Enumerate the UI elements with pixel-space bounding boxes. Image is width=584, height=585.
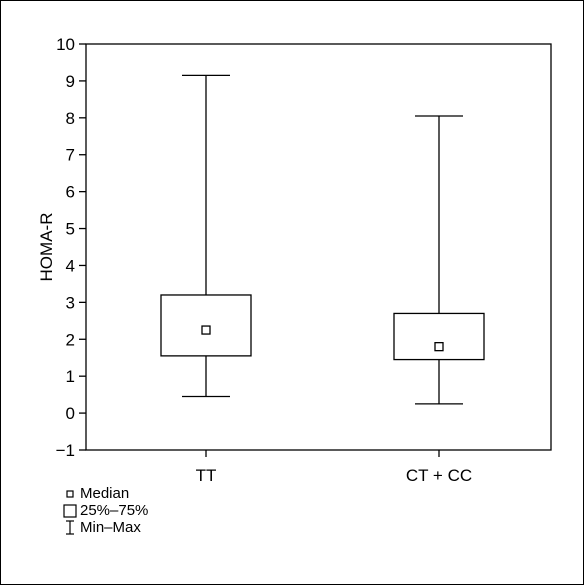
y-tick-label: 0 [66,404,75,423]
median-marker [201,325,211,335]
whisker-marker-icon [62,519,78,536]
y-tick-label: 10 [56,35,75,54]
y-tick-label: −1 [56,441,75,460]
median-marker [434,342,444,352]
legend-item-whisker: Min–Max [62,519,148,536]
y-tick-label: 9 [66,72,75,91]
legend-item-median: Median [62,485,148,502]
y-tick-label: 1 [66,367,75,386]
iqr-box [160,294,252,357]
y-tick-label: 8 [66,109,75,128]
legend-label-whisker: Min–Max [80,519,141,536]
legend-item-box: 25%–75% [62,502,148,519]
legend: Median 25%–75% Min–Max [62,485,148,536]
plot-area: −1 0 1 2 3 4 5 6 7 8 9 10 HOMA-R TT CT + CC [37,35,552,485]
box-marker-icon [62,502,78,519]
legend-label-box: 25%–75% [80,502,149,519]
y-tick-label: 3 [66,293,75,312]
y-tick-label: 5 [66,220,75,239]
y-tick-label: 4 [66,256,75,275]
y-axis-title: HOMA-R [37,213,56,282]
y-tick-label: 6 [66,183,75,202]
x-category-label: CT + CC [406,466,472,485]
median-marker-icon [62,485,78,502]
x-category-label: TT [196,466,217,485]
y-tick-label: 2 [66,330,75,349]
y-tick-label: 7 [66,146,75,165]
legend-label-median: Median [80,485,130,502]
plot-frame [85,43,552,451]
iqr-box [393,312,485,361]
